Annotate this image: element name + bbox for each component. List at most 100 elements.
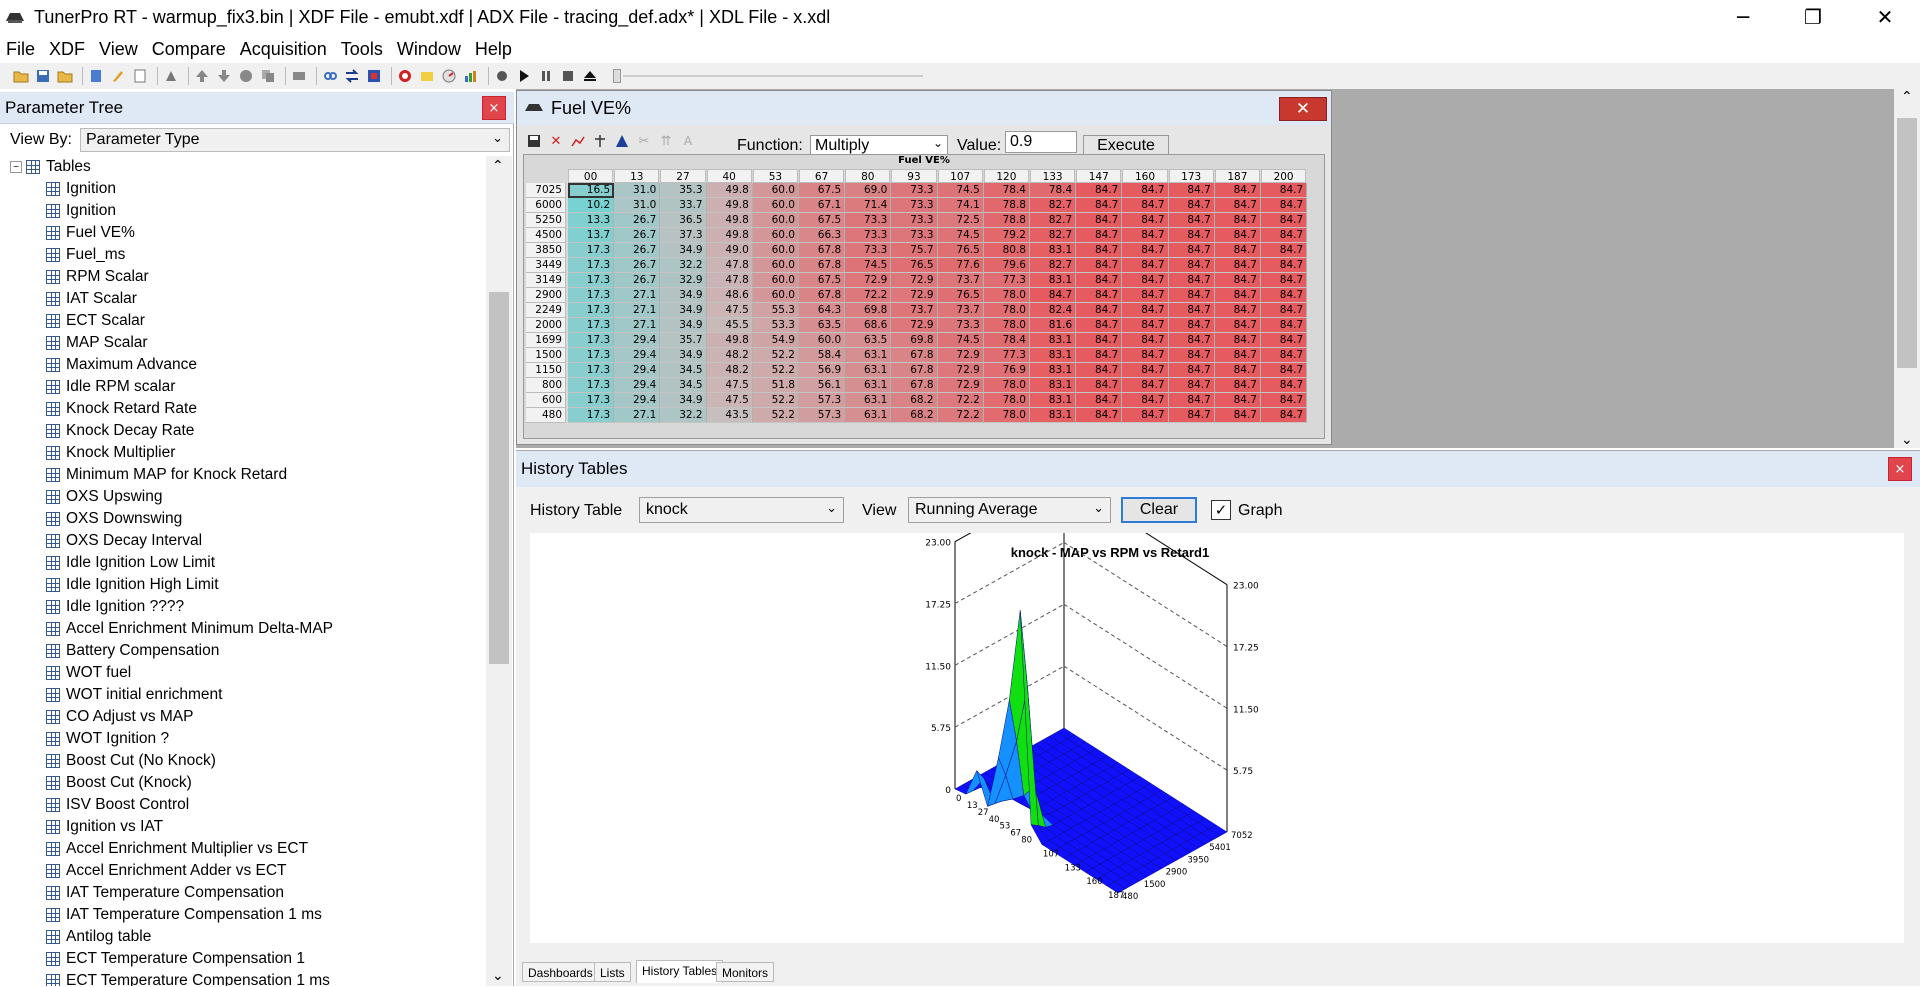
table-cell[interactable]: 34.9 [660, 243, 707, 258]
table-cell[interactable]: 84.7 [1076, 288, 1123, 303]
table-cell[interactable]: 84.7 [1261, 303, 1308, 318]
table-cell[interactable]: 34.5 [660, 378, 707, 393]
table-cell[interactable]: 13.7 [568, 228, 615, 243]
table-cell[interactable]: 81.6 [1030, 318, 1077, 333]
row-header[interactable]: 2000 [526, 318, 566, 333]
table-cell[interactable]: 84.7 [1076, 333, 1123, 348]
history-close-button[interactable]: × [1888, 457, 1912, 481]
workspace-scroll-thumb[interactable] [1897, 118, 1917, 368]
table-cell[interactable]: 84.7 [1214, 318, 1261, 333]
table-cell[interactable]: 84.7 [1214, 213, 1261, 228]
table-cell[interactable]: 84.7 [1214, 303, 1261, 318]
table-cell[interactable]: 26.7 [614, 258, 661, 273]
table-cell[interactable]: 84.7 [1076, 363, 1123, 378]
table-cell[interactable]: 17.3 [568, 273, 615, 288]
table-cell[interactable]: 63.5 [845, 333, 892, 348]
table-cell[interactable]: 84.7 [1261, 273, 1308, 288]
table-cell[interactable]: 78.8 [983, 198, 1030, 213]
table-cell[interactable]: 57.3 [799, 393, 846, 408]
stop-icon[interactable] [559, 67, 577, 85]
arrow-up-icon[interactable] [193, 67, 211, 85]
table-cell[interactable]: 33.7 [660, 198, 707, 213]
table-cell[interactable]: 84.7 [1168, 183, 1215, 198]
table-cell[interactable]: 83.1 [1030, 348, 1077, 363]
table-cell[interactable]: 80.8 [983, 243, 1030, 258]
table-cell[interactable]: 84.7 [1076, 228, 1123, 243]
interpolate-icon[interactable] [613, 132, 631, 150]
row-header[interactable]: 2900 [526, 288, 566, 303]
text-icon[interactable]: A [683, 134, 693, 148]
tree-item[interactable]: Ignition vs IAT [46, 816, 163, 838]
table-cell[interactable]: 84.7 [1122, 348, 1169, 363]
scroll-down-icon[interactable]: ⌄ [492, 968, 504, 984]
table-cell[interactable]: 84.7 [1168, 303, 1215, 318]
table-cell[interactable]: 31.0 [614, 183, 661, 198]
table-cell[interactable]: 49.8 [706, 333, 753, 348]
table-cell[interactable]: 29.4 [614, 333, 661, 348]
column-header[interactable]: 173 [1168, 169, 1214, 183]
table-cell[interactable]: 53.3 [752, 318, 799, 333]
table-cell[interactable]: 74.5 [845, 258, 892, 273]
tree-item[interactable]: Accel Enrichment Multiplier vs ECT [46, 838, 308, 860]
table-cell[interactable]: 83.1 [1030, 273, 1077, 288]
table-cell[interactable]: 52.2 [752, 363, 799, 378]
table-cell[interactable]: 29.4 [614, 348, 661, 363]
table-cell[interactable]: 67.8 [891, 348, 938, 363]
table-cell[interactable]: 17.3 [568, 363, 615, 378]
compare-icon[interactable] [591, 132, 609, 150]
copy-icon[interactable] [259, 67, 277, 85]
edit-xdf-icon[interactable] [109, 67, 127, 85]
table-cell[interactable]: 84.7 [1076, 393, 1123, 408]
tree-item[interactable]: Accel Enrichment Minimum Delta-MAP [46, 618, 333, 640]
table-cell[interactable]: 84.7 [1168, 258, 1215, 273]
row-header[interactable]: 3449 [526, 258, 566, 273]
table-cell[interactable]: 84.7 [1168, 273, 1215, 288]
table-cell[interactable]: 17.3 [568, 378, 615, 393]
column-header[interactable]: 27 [660, 169, 706, 183]
restore-button[interactable]: ❐ [1804, 5, 1822, 29]
history-table-select[interactable]: knock ⌄ [639, 497, 844, 523]
table-cell[interactable]: 72.2 [845, 288, 892, 303]
row-header[interactable]: 5250 [526, 213, 566, 228]
link-icon[interactable] [321, 67, 339, 85]
column-header[interactable]: 147 [1076, 169, 1122, 183]
gauge-icon[interactable] [440, 67, 458, 85]
table-cell[interactable]: 37.3 [660, 228, 707, 243]
circle-icon[interactable] [237, 67, 255, 85]
menu-file[interactable]: File [6, 38, 36, 59]
column-header[interactable]: 187 [1214, 169, 1260, 183]
delete-icon[interactable]: ✕ [550, 133, 562, 149]
table-cell[interactable]: 82.4 [1030, 303, 1077, 318]
table-cell[interactable]: 47.8 [706, 258, 753, 273]
open-icon[interactable] [12, 67, 30, 85]
table-cell[interactable]: 72.9 [845, 273, 892, 288]
table-cell[interactable]: 84.7 [1261, 258, 1308, 273]
eject-icon[interactable] [581, 67, 599, 85]
table-cell[interactable]: 84.7 [1122, 288, 1169, 303]
table-cell[interactable]: 84.7 [1076, 198, 1123, 213]
table-cell[interactable]: 71.4 [845, 198, 892, 213]
table-cell[interactable]: 84.7 [1214, 408, 1261, 423]
table-cell[interactable]: 82.7 [1030, 198, 1077, 213]
table-cell[interactable]: 31.0 [614, 198, 661, 213]
table-cell[interactable]: 84.7 [1214, 243, 1261, 258]
table-cell[interactable]: 73.3 [891, 213, 938, 228]
table-cell[interactable]: 63.1 [845, 408, 892, 423]
table-cell[interactable]: 74.5 [937, 333, 984, 348]
table-cell[interactable]: 82.7 [1030, 228, 1077, 243]
column-header[interactable]: 107 [937, 169, 983, 183]
column-header[interactable]: 93 [891, 169, 937, 183]
table-cell[interactable]: 76.9 [983, 363, 1030, 378]
table-cell[interactable]: 75.7 [891, 243, 938, 258]
table-cell[interactable]: 72.9 [937, 348, 984, 363]
table-cell[interactable]: 60.0 [752, 273, 799, 288]
table-cell[interactable]: 17.3 [568, 393, 615, 408]
tree-item[interactable]: Knock Multiplier [46, 442, 175, 464]
save-table-icon[interactable] [525, 132, 543, 150]
table-cell[interactable]: 16.5 [568, 183, 615, 198]
table-cell[interactable]: 84.7 [1168, 348, 1215, 363]
column-header[interactable]: 120 [983, 169, 1029, 183]
table-cell[interactable]: 49.8 [706, 213, 753, 228]
table-cell[interactable]: 34.9 [660, 303, 707, 318]
table-cell[interactable]: 45.5 [706, 318, 753, 333]
